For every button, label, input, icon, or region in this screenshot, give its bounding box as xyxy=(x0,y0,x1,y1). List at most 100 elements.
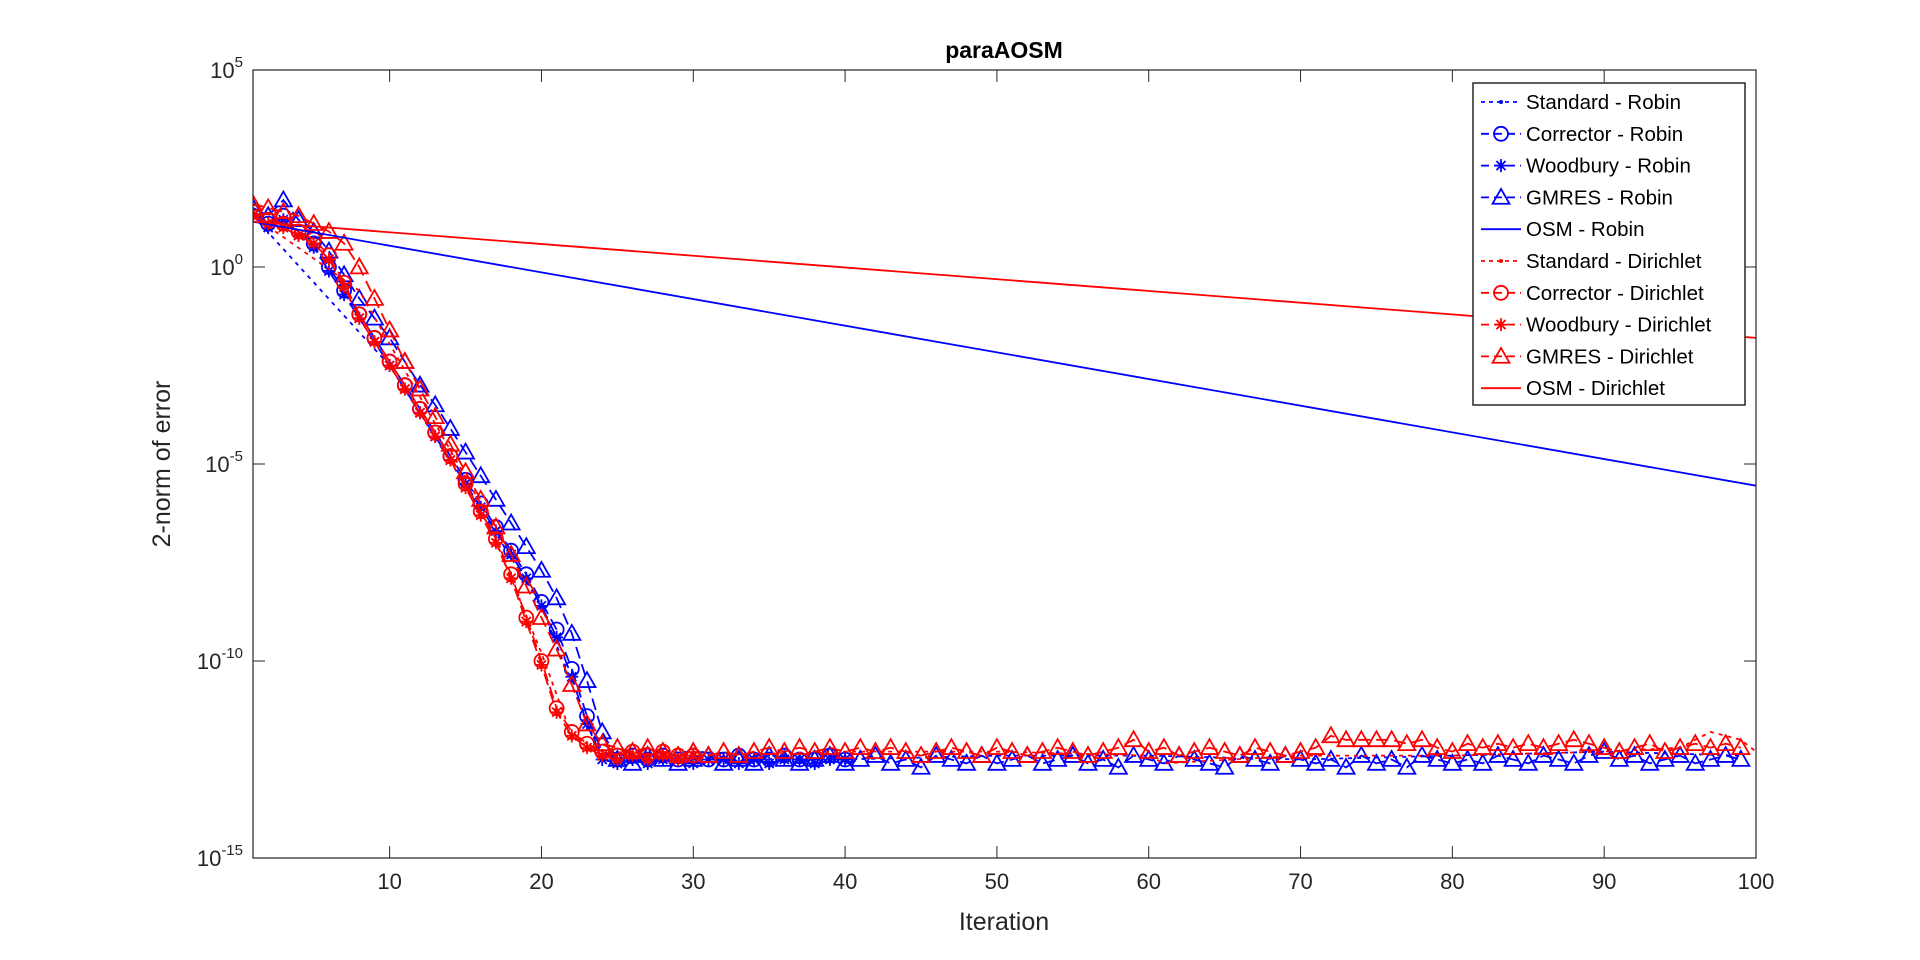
legend-swatch-marker xyxy=(1493,125,1509,142)
x-tick-label: 20 xyxy=(529,869,553,894)
data-point xyxy=(595,749,609,763)
y-tick-label: 10-5 xyxy=(205,448,243,477)
data-point xyxy=(1578,733,1600,752)
data-point xyxy=(307,236,321,250)
data-point xyxy=(1685,733,1706,752)
x-axis-label: Iteration xyxy=(959,908,1049,936)
data-point xyxy=(1336,757,1357,775)
data-point xyxy=(516,536,537,555)
data-point xyxy=(1563,729,1584,748)
data-point xyxy=(504,571,518,585)
data-point xyxy=(580,741,594,755)
legend-box xyxy=(1472,82,1746,406)
data-point xyxy=(1244,737,1266,755)
data-point xyxy=(288,205,309,224)
data-point xyxy=(455,441,476,460)
series-line xyxy=(253,198,1742,769)
data-point xyxy=(1108,737,1129,755)
data-point xyxy=(273,201,294,220)
data-point xyxy=(1138,741,1159,759)
data-point xyxy=(713,753,734,771)
data-point xyxy=(1169,745,1190,763)
data-point xyxy=(626,749,640,763)
data-point xyxy=(835,741,856,759)
data-point xyxy=(762,756,776,770)
data-point xyxy=(322,252,336,266)
data-point xyxy=(501,512,522,531)
legend-entry: Corrector - Robin xyxy=(1481,123,1683,146)
data-point xyxy=(322,264,336,278)
data-point xyxy=(728,745,749,763)
legend-label: GMRES - Robin xyxy=(1526,186,1673,209)
data-point xyxy=(1214,741,1235,759)
data-point xyxy=(1700,737,1721,755)
data-point xyxy=(546,587,567,606)
data-point xyxy=(1411,745,1433,763)
data-point xyxy=(835,753,856,771)
data-point xyxy=(1184,741,1205,759)
data-point xyxy=(1305,737,1326,755)
legend: Standard - Robin Corrector - Robin Woodbur… xyxy=(1472,82,1746,406)
data-point xyxy=(592,721,613,740)
y-tick-label: 10-15 xyxy=(197,842,243,871)
data-point xyxy=(352,311,366,325)
data-point xyxy=(501,544,522,562)
legend-label: Corrector - Robin xyxy=(1526,123,1683,146)
data-point xyxy=(349,256,370,275)
data-point xyxy=(971,745,992,763)
data-point xyxy=(546,638,567,657)
legend-label: Woodbury - Robin xyxy=(1526,155,1691,178)
data-point xyxy=(534,658,548,672)
data-point xyxy=(413,406,427,420)
data-point xyxy=(1457,733,1478,752)
x-tick-label: 50 xyxy=(985,869,1009,894)
data-point xyxy=(1047,749,1068,767)
data-point xyxy=(443,453,457,467)
data-point xyxy=(986,737,1007,755)
data-point xyxy=(519,615,533,629)
data-point xyxy=(364,288,385,306)
data-point xyxy=(394,351,415,369)
data-point xyxy=(1229,745,1250,763)
data-point xyxy=(880,737,901,755)
legend-swatch-marker xyxy=(1499,100,1503,104)
data-point xyxy=(1275,745,1296,763)
data-point xyxy=(941,737,962,755)
data-point xyxy=(337,288,351,302)
legend-label: Corrector - Dirichlet xyxy=(1526,282,1704,305)
data-point xyxy=(592,733,613,752)
data-point xyxy=(1487,733,1508,752)
data-point xyxy=(1366,753,1387,771)
legend-label: Woodbury - Dirichlet xyxy=(1526,314,1712,337)
data-point xyxy=(379,319,400,338)
data-point xyxy=(1320,749,1341,767)
data-point xyxy=(305,235,322,252)
data-point xyxy=(789,753,810,771)
legend-label: OSM - Dirichlet xyxy=(1526,377,1665,400)
legend-entry: Standard - Dirichlet xyxy=(1481,250,1702,273)
data-point xyxy=(804,741,825,759)
data-point xyxy=(531,607,552,625)
data-point xyxy=(1062,745,1083,763)
legend-entry: OSM - Dirichlet xyxy=(1481,377,1665,400)
data-point xyxy=(485,516,506,535)
data-point xyxy=(576,713,598,732)
data-point xyxy=(1260,741,1281,759)
data-point xyxy=(880,753,901,771)
data-point xyxy=(1062,741,1083,759)
data-point xyxy=(1411,729,1433,748)
data-point xyxy=(1381,749,1402,767)
data-point xyxy=(334,233,355,251)
data-point xyxy=(1199,753,1220,771)
data-point xyxy=(789,737,810,755)
data-point xyxy=(956,753,977,771)
data-point xyxy=(1290,741,1311,759)
x-tick-label: 40 xyxy=(833,869,857,894)
data-point xyxy=(1639,733,1660,752)
data-point xyxy=(253,203,261,220)
data-point xyxy=(683,741,704,759)
data-point xyxy=(459,481,473,495)
data-point xyxy=(713,741,734,759)
data-point xyxy=(1017,745,1038,763)
